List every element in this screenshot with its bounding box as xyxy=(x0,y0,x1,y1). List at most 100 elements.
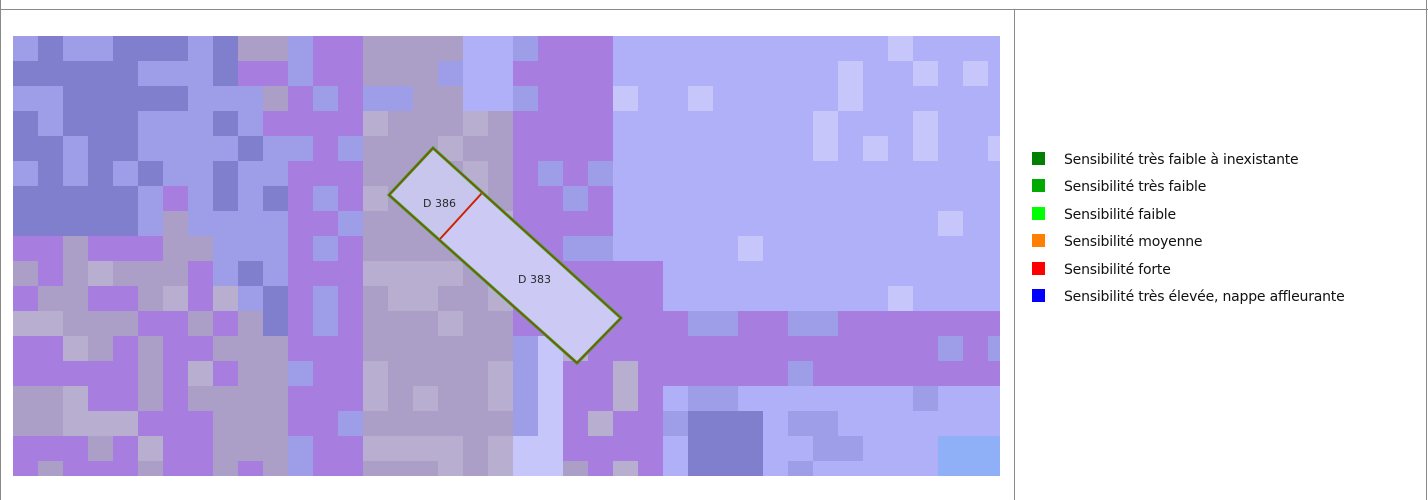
map-view[interactable]: D 386 D 383 xyxy=(13,36,1000,476)
terrain-cell xyxy=(263,61,289,87)
terrain-cell xyxy=(113,111,139,137)
terrain-cell xyxy=(738,61,764,87)
terrain-cell xyxy=(838,411,864,437)
terrain-cell xyxy=(813,211,839,237)
terrain-cell xyxy=(113,161,139,187)
legend-item: Sensibilité forte xyxy=(1032,261,1422,289)
terrain-cell xyxy=(938,336,964,362)
terrain-cell xyxy=(738,186,764,212)
terrain-cell xyxy=(88,211,114,237)
terrain-cell xyxy=(113,311,139,337)
terrain-cell xyxy=(338,461,364,476)
terrain-cell xyxy=(838,361,864,387)
terrain-cell xyxy=(938,186,964,212)
terrain-cell xyxy=(913,36,939,62)
terrain-cell xyxy=(988,211,1000,237)
terrain-cell xyxy=(263,311,289,337)
terrain-cell xyxy=(213,161,239,187)
terrain-cell xyxy=(613,236,639,262)
terrain-cell xyxy=(388,111,414,137)
terrain-cell xyxy=(888,461,914,476)
terrain-cell xyxy=(63,161,89,187)
terrain-cell xyxy=(788,186,814,212)
terrain-cell xyxy=(938,461,964,476)
terrain-cell xyxy=(613,411,639,437)
terrain-cell xyxy=(888,336,914,362)
terrain-cell xyxy=(838,111,864,137)
terrain-cell xyxy=(838,236,864,262)
terrain-cell xyxy=(88,136,114,162)
terrain-cell xyxy=(488,111,514,137)
terrain-cell xyxy=(438,411,464,437)
parcel-label-d386: D 386 xyxy=(423,197,456,210)
terrain-cell xyxy=(563,436,589,462)
terrain-cell xyxy=(88,86,114,112)
terrain-cell xyxy=(388,286,414,312)
terrain-cell xyxy=(638,461,664,476)
cadastral-parcels[interactable]: D 386 D 383 xyxy=(386,145,624,366)
terrain-cell xyxy=(588,386,614,412)
terrain-cell xyxy=(763,261,789,287)
terrain-cell xyxy=(88,311,114,337)
terrain-cell xyxy=(613,136,639,162)
terrain-cell xyxy=(638,186,664,212)
parcel-d383[interactable] xyxy=(440,193,621,363)
terrain-cell xyxy=(238,161,264,187)
terrain-cell xyxy=(613,61,639,87)
terrain-cell xyxy=(863,261,889,287)
terrain-cell xyxy=(338,411,364,437)
terrain-cell xyxy=(688,136,714,162)
map-canvas[interactable]: D 386 D 383 xyxy=(13,36,1000,476)
terrain-cell xyxy=(63,211,89,237)
terrain-cell xyxy=(913,61,939,87)
terrain-cell xyxy=(963,411,989,437)
terrain-cell xyxy=(663,186,689,212)
terrain-cell xyxy=(638,336,664,362)
terrain-cell xyxy=(713,111,739,137)
terrain-cell xyxy=(963,311,989,337)
terrain-cell xyxy=(413,461,439,476)
terrain-cell xyxy=(713,236,739,262)
terrain-cell xyxy=(838,311,864,337)
terrain-cell xyxy=(438,111,464,137)
terrain-cell xyxy=(763,36,789,62)
terrain-cell xyxy=(338,261,364,287)
terrain-cell xyxy=(238,386,264,412)
terrain-cell xyxy=(813,236,839,262)
terrain-cell xyxy=(188,436,214,462)
terrain-cell xyxy=(263,286,289,312)
legend-label: Sensibilité très élevée, nappe affleuran… xyxy=(1064,288,1345,305)
terrain-cell xyxy=(738,411,764,437)
terrain-cell xyxy=(613,261,639,287)
terrain-cell xyxy=(88,36,114,62)
terrain-cell xyxy=(738,311,764,337)
terrain-cell xyxy=(313,411,339,437)
terrain-cell xyxy=(438,86,464,112)
terrain-cell xyxy=(188,111,214,137)
terrain-cell xyxy=(263,86,289,112)
terrain-cell xyxy=(313,361,339,387)
terrain-cell xyxy=(438,36,464,62)
terrain-cell xyxy=(763,361,789,387)
terrain-cell xyxy=(888,361,914,387)
terrain-cell xyxy=(988,261,1000,287)
terrain-cell xyxy=(363,461,389,476)
terrain-cell xyxy=(338,161,364,187)
terrain-cell xyxy=(513,161,539,187)
terrain-cell xyxy=(338,361,364,387)
terrain-cell xyxy=(638,361,664,387)
terrain-cell xyxy=(913,311,939,337)
terrain-cell xyxy=(138,186,164,212)
terrain-cell xyxy=(388,261,414,287)
terrain-cell xyxy=(563,411,589,437)
terrain-cell xyxy=(263,436,289,462)
parcel-outline-inner xyxy=(388,147,622,364)
terrain-cell xyxy=(788,436,814,462)
legend-item: Sensibilité très faible à inexistante xyxy=(1032,152,1422,179)
terrain-cell xyxy=(488,61,514,87)
terrain-cell xyxy=(863,211,889,237)
terrain-cell xyxy=(213,236,239,262)
terrain-cell xyxy=(113,36,139,62)
terrain-cell xyxy=(638,261,664,287)
terrain-cell xyxy=(963,36,989,62)
